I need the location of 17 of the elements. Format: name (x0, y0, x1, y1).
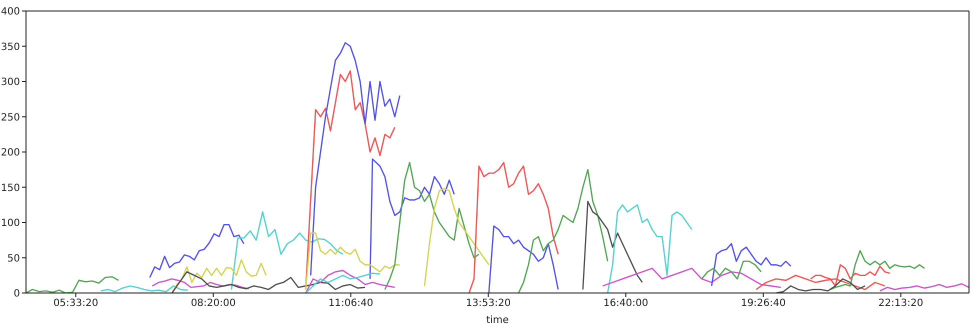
y-tick-label: 150 (0, 182, 20, 194)
y-tick-label: 250 (0, 112, 20, 124)
y-tick-label: 100 (0, 218, 20, 230)
x-tick-label: 05:33:20 (53, 298, 98, 310)
x-tick-label: 22:13:20 (878, 298, 924, 310)
x-tick-label: 08:20:00 (190, 298, 236, 310)
y-tick-label: 0 (14, 288, 20, 300)
x-tick-label: 13:53:20 (466, 298, 511, 310)
x-tick-label: 19:26:40 (740, 298, 786, 310)
y-tick-label: 350 (0, 42, 20, 53)
x-tick-label: 16:40:00 (603, 298, 648, 310)
y-tick-label: 200 (0, 148, 20, 159)
y-tick-label: 300 (0, 77, 20, 88)
y-tick-label: 50 (7, 253, 20, 264)
x-tick-label: 11:06:40 (328, 298, 374, 310)
x-axis-title: time (486, 315, 509, 325)
y-tick-label: 400 (0, 6, 20, 18)
